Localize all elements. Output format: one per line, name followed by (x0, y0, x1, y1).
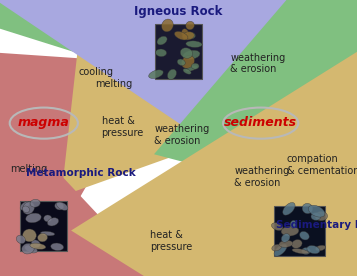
Ellipse shape (274, 244, 287, 256)
Ellipse shape (149, 70, 163, 78)
Ellipse shape (20, 201, 29, 210)
Ellipse shape (22, 229, 36, 242)
Text: weathering
& erosion: weathering & erosion (230, 53, 286, 75)
Ellipse shape (311, 213, 321, 220)
Ellipse shape (186, 32, 195, 39)
Ellipse shape (157, 36, 167, 45)
Ellipse shape (22, 243, 34, 254)
Text: heat &
pressure: heat & pressure (101, 116, 144, 138)
Ellipse shape (315, 211, 327, 221)
Text: Metamorphic Rock: Metamorphic Rock (26, 168, 136, 178)
Text: compation
& cementation: compation & cementation (287, 154, 357, 176)
Ellipse shape (181, 55, 195, 68)
Ellipse shape (177, 59, 185, 66)
Ellipse shape (37, 233, 47, 242)
Ellipse shape (302, 203, 313, 214)
Ellipse shape (30, 199, 40, 207)
Ellipse shape (16, 235, 25, 244)
Ellipse shape (55, 202, 64, 210)
Ellipse shape (175, 31, 188, 40)
Ellipse shape (25, 245, 37, 253)
Ellipse shape (31, 240, 40, 248)
Ellipse shape (41, 231, 55, 236)
Ellipse shape (30, 243, 46, 249)
Ellipse shape (186, 41, 202, 47)
Ellipse shape (316, 245, 326, 251)
Ellipse shape (279, 240, 293, 247)
Ellipse shape (290, 220, 297, 228)
Ellipse shape (167, 69, 176, 79)
Ellipse shape (281, 226, 299, 236)
Text: heat &
pressure: heat & pressure (150, 230, 192, 252)
Ellipse shape (186, 65, 197, 71)
Ellipse shape (22, 206, 30, 213)
Text: sediments: sediments (224, 116, 297, 129)
Ellipse shape (292, 240, 302, 248)
Ellipse shape (156, 49, 167, 57)
Ellipse shape (308, 205, 325, 217)
Text: Sedimentary Rock: Sedimentary Rock (276, 221, 357, 230)
Ellipse shape (272, 244, 282, 251)
Text: Igneous Rock: Igneous Rock (134, 6, 223, 18)
Ellipse shape (283, 203, 295, 215)
Ellipse shape (271, 223, 283, 230)
Ellipse shape (180, 48, 192, 58)
Ellipse shape (292, 249, 309, 254)
Text: cooling: cooling (79, 67, 114, 77)
Ellipse shape (44, 215, 52, 222)
Text: weathering
& erosion: weathering & erosion (154, 124, 210, 146)
Ellipse shape (26, 213, 41, 223)
Ellipse shape (302, 248, 310, 254)
Bar (155, 24, 202, 79)
Ellipse shape (186, 21, 194, 30)
Ellipse shape (281, 234, 290, 242)
Ellipse shape (56, 202, 68, 210)
Ellipse shape (51, 243, 64, 251)
Ellipse shape (47, 218, 59, 226)
Ellipse shape (191, 63, 199, 69)
Ellipse shape (182, 29, 189, 38)
Ellipse shape (183, 69, 191, 74)
Ellipse shape (162, 19, 173, 32)
Ellipse shape (22, 202, 34, 214)
Text: magma: magma (18, 116, 70, 129)
Bar (274, 206, 325, 256)
Bar (20, 201, 67, 251)
Ellipse shape (307, 246, 320, 254)
Text: weathering
& erosion: weathering & erosion (235, 166, 290, 188)
Text: melting: melting (95, 79, 132, 89)
Ellipse shape (182, 32, 194, 40)
Ellipse shape (183, 50, 200, 59)
Text: melting: melting (10, 164, 47, 174)
Ellipse shape (300, 231, 309, 240)
